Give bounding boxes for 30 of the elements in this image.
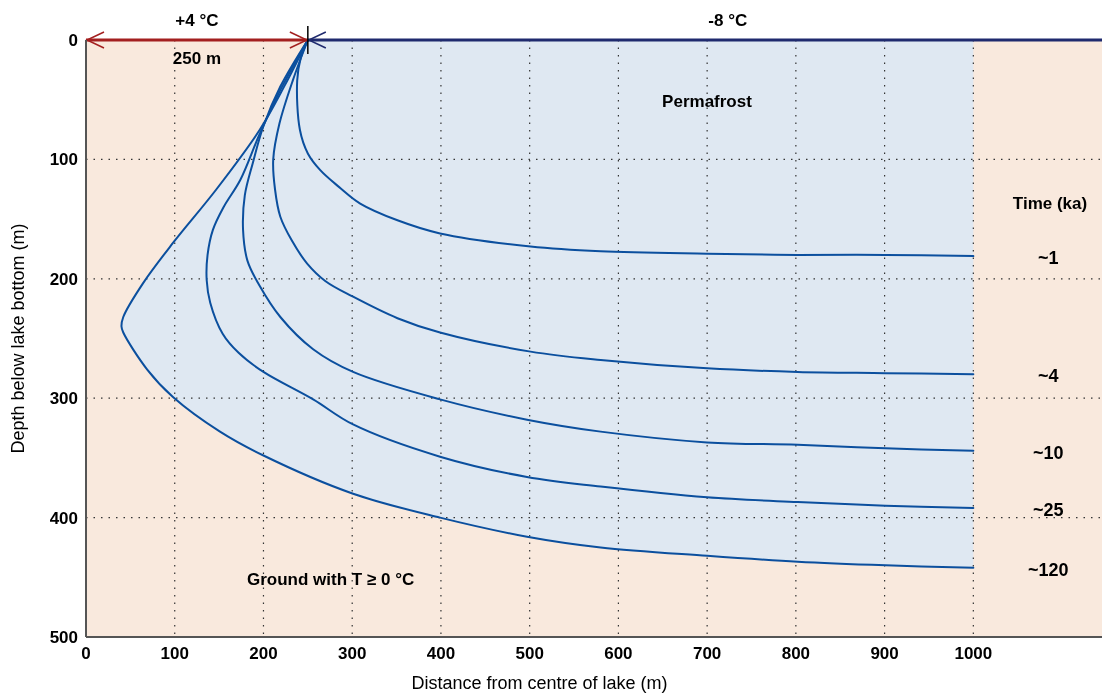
x-tick-label: 400	[426, 644, 456, 663]
y-tick-label: 200	[49, 269, 78, 289]
text: ~25	[1033, 500, 1064, 521]
y-tick-label: 0	[68, 31, 78, 50]
y-tick-label: 300	[49, 389, 78, 409]
x-tick-label: 800	[781, 644, 811, 663]
legend-title: Time (ka)	[1012, 194, 1088, 213]
text: ~4	[1038, 366, 1059, 387]
x-tick-label: 1000	[954, 644, 993, 663]
y-tick-label: 500	[49, 628, 78, 647]
x-tick-label: 700	[692, 644, 722, 663]
x-tick-label: 0	[81, 644, 91, 663]
annotation: Permafrost	[662, 92, 753, 111]
y-tick-label: 400	[49, 508, 78, 528]
x-tick-label: 900	[870, 644, 899, 663]
annotation: Ground with T ≥ 0 °C	[247, 570, 415, 589]
text: ~120	[1028, 559, 1069, 580]
y-axis-title: Depth below lake bottom (m)	[8, 223, 28, 454]
text: ~1	[1038, 248, 1059, 269]
text: +4 °C	[175, 11, 219, 30]
x-tick-label: 100	[160, 644, 189, 663]
x-tick-label: 600	[604, 644, 633, 663]
annotation: 250 m	[172, 49, 222, 68]
text: ~10	[1033, 442, 1064, 463]
x-tick-label: 300	[338, 644, 367, 663]
x-tick-label: 200	[249, 644, 278, 663]
x-axis-title: Distance from centre of lake (m)	[411, 673, 668, 693]
y-tick-label: 100	[49, 150, 78, 170]
text: -8 °C	[708, 11, 748, 30]
x-tick-label: 500	[515, 644, 544, 663]
